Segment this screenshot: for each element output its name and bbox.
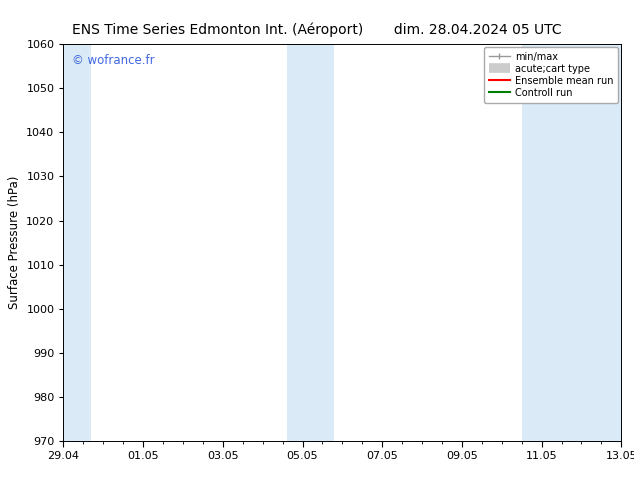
Y-axis label: Surface Pressure (hPa): Surface Pressure (hPa) — [8, 176, 21, 309]
Legend: min/max, acute;cart type, Ensemble mean run, Controll run: min/max, acute;cart type, Ensemble mean … — [484, 47, 618, 102]
Bar — [522, 44, 630, 441]
Text: © wofrance.fr: © wofrance.fr — [72, 54, 155, 67]
Title: ENS Time Series Edmonton Int. (Aéroport)     dim. 28.04.2024 05 UTC: ENS Time Series Edmonton Int. (Aéroport)… — [0, 489, 1, 490]
Bar — [287, 44, 334, 441]
Bar — [58, 44, 91, 441]
Text: ENS Time Series Edmonton Int. (Aéroport)       dim. 28.04.2024 05 UTC: ENS Time Series Edmonton Int. (Aéroport)… — [72, 22, 562, 37]
